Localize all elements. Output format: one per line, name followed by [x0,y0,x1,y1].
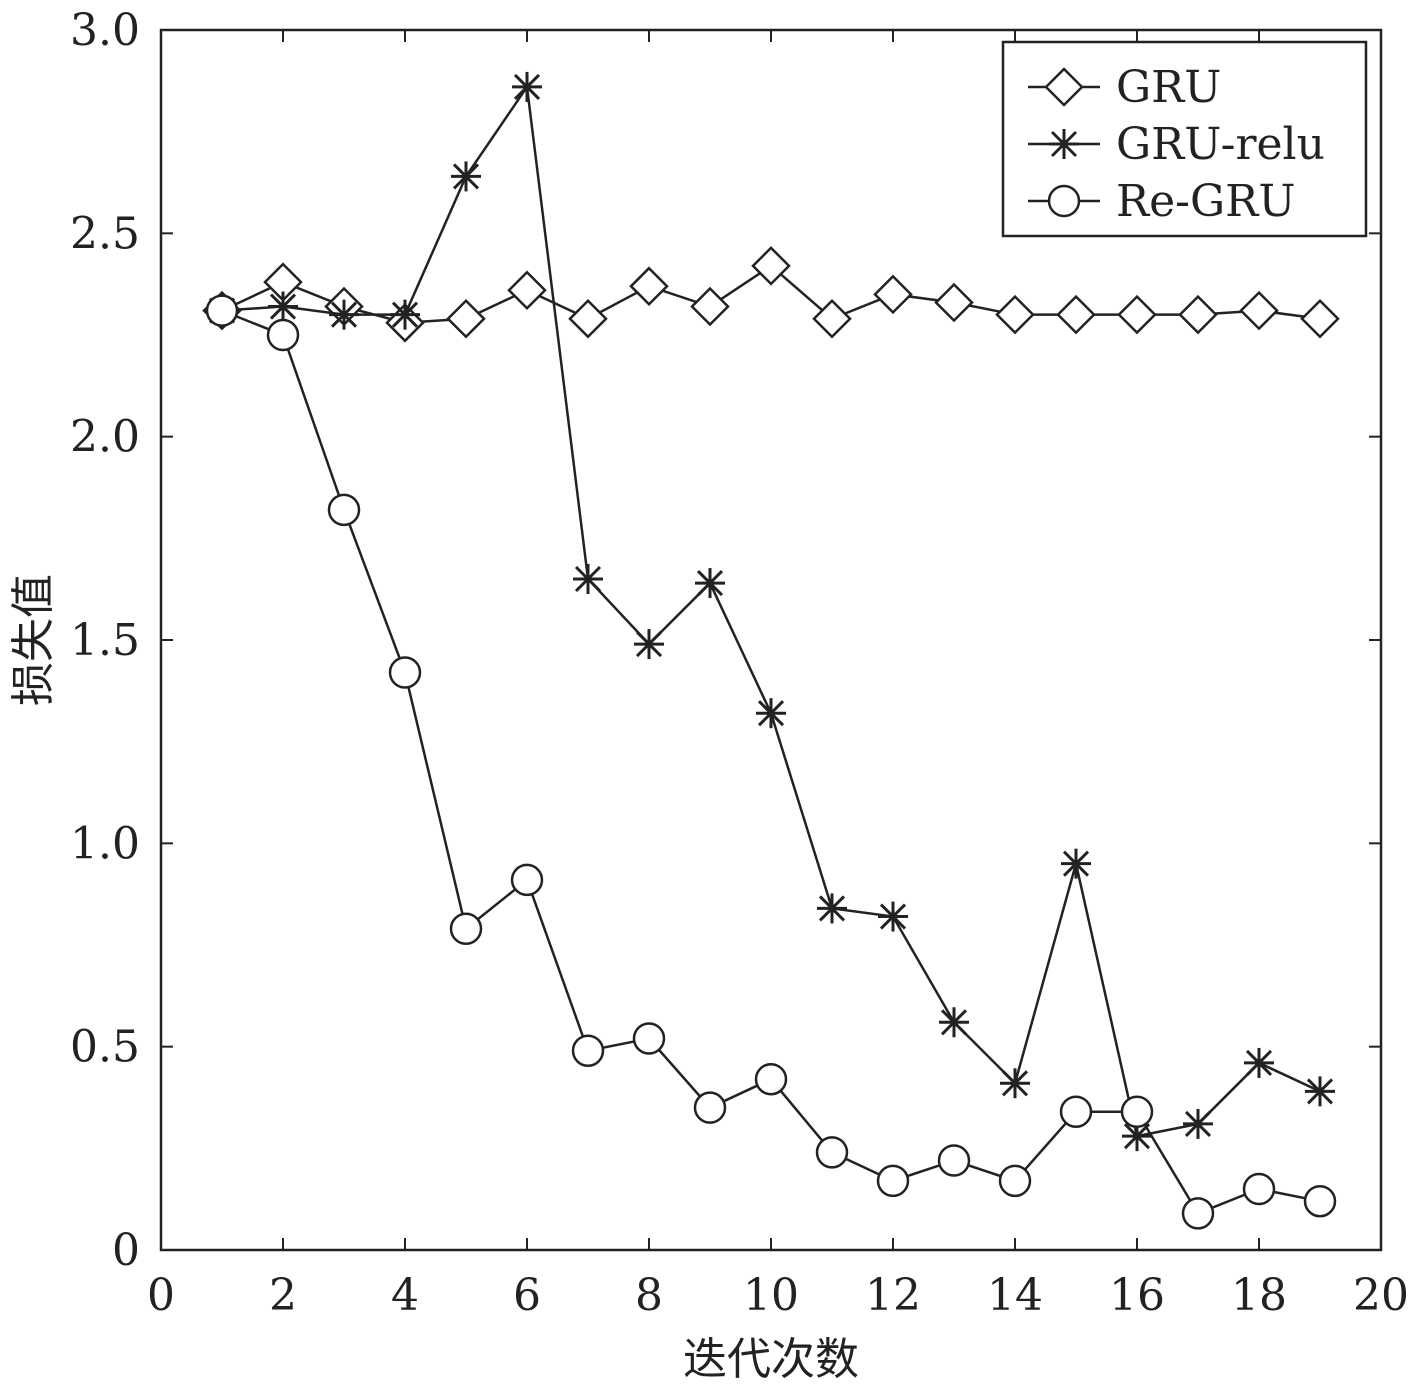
data-point-re-gru [449,912,483,945]
y-tick-label: 1.5 [70,615,140,666]
data-point-gru-relu [878,901,908,932]
data-point-gru-relu [451,161,481,192]
data-point-gru-relu [1061,848,1091,879]
y-tick-label: 0 [112,1225,140,1276]
x-tick-label: 14 [987,1270,1043,1321]
x-tick-label: 4 [391,1270,419,1321]
data-point-gru-relu [695,568,725,599]
y-tick-label: 2.0 [70,412,140,463]
legend-label-gru-relu: GRU-relu [1116,119,1325,170]
data-point-gru [629,266,669,306]
data-point-re-gru [1120,1095,1154,1128]
x-tick-label: 16 [1109,1270,1165,1321]
data-point-gru-relu [817,893,847,924]
data-point-re-gru [205,294,239,327]
data-point-gru [995,294,1035,335]
data-point-re-gru [1059,1095,1093,1128]
data-point-gru-relu [634,629,664,660]
data-point-re-gru [632,1022,666,1055]
legend-marker-gru [1044,67,1084,107]
x-tick-label: 0 [147,1270,175,1321]
y-axis: 0 0.5 1.0 1.5 2.0 2.5 3.0 [70,5,1381,1276]
legend-label-re-gru: Re-GRU [1116,176,1295,227]
data-point-gru [568,298,608,339]
data-point-re-gru [754,1062,788,1096]
data-point-re-gru [327,493,361,527]
data-point-re-gru [388,656,422,689]
data-point-gru-relu [268,291,298,322]
legend-marker-re-gru [1047,184,1081,218]
data-point-gru [751,246,791,286]
data-point-re-gru [1181,1197,1215,1230]
data-point-gru [446,298,486,339]
data-point-gru [1117,294,1157,335]
data-point-gru-relu [756,698,786,729]
data-point-re-gru [510,863,544,897]
data-point-re-gru [998,1164,1032,1198]
data-point-re-gru [571,1034,605,1067]
data-point-gru-relu [939,1007,969,1038]
x-tick-label: 20 [1353,1270,1409,1321]
x-tick-label: 8 [635,1270,663,1321]
legend: GRU GRU-relu Re-GRU [1001,40,1368,238]
y-axis-title: 损失值 [8,574,59,706]
data-point-gru [1300,298,1340,339]
plot-frame [159,28,1383,1252]
data-point-gru [812,298,852,339]
legend-marker-gru-relu [1049,129,1079,159]
x-axis-title: 迭代次数 [683,1334,859,1385]
data-point-gru [1178,294,1218,335]
data-point-gru [507,270,547,311]
data-point-re-gru [693,1091,727,1124]
data-point-re-gru [1303,1184,1337,1218]
x-axis: 0 2 4 6 8 10 12 14 16 18 20 [147,30,1409,1321]
data-point-re-gru [876,1164,910,1198]
y-tick-label: 0.5 [70,1022,140,1073]
data-point-gru [1239,290,1279,331]
data-point-gru-relu [1244,1047,1274,1078]
x-tick-label: 6 [513,1270,541,1321]
y-tick-label: 3.0 [70,5,140,56]
series-line-gru-relu [221,83,1321,1138]
data-point-gru-relu [1305,1076,1335,1107]
x-tick-label: 2 [269,1270,297,1321]
data-point-gru [873,274,913,315]
data-point-gru [934,282,974,323]
data-point-re-gru [815,1136,849,1169]
data-point-gru-relu [390,299,420,330]
data-point-gru-relu [1183,1108,1213,1139]
data-point-gru-relu [573,564,603,594]
data-point-gru-relu [329,299,359,330]
data-point-gru-relu [1000,1068,1030,1099]
legend-label-gru: GRU [1116,62,1221,113]
data-point-gru [690,286,730,327]
data-point-re-gru [1242,1172,1276,1206]
x-tick-label: 12 [865,1270,921,1321]
x-tick-label: 18 [1231,1270,1287,1321]
y-tick-label: 1.0 [70,818,140,869]
data-point-re-gru [266,318,300,352]
y-tick-label: 2.5 [70,208,140,259]
data-point-re-gru [937,1144,971,1177]
x-tick-label: 10 [743,1270,799,1321]
legend-box [1001,40,1368,238]
data-point-gru-relu [512,71,542,102]
data-point-gru [1056,294,1096,335]
plot-series [202,71,1340,1230]
